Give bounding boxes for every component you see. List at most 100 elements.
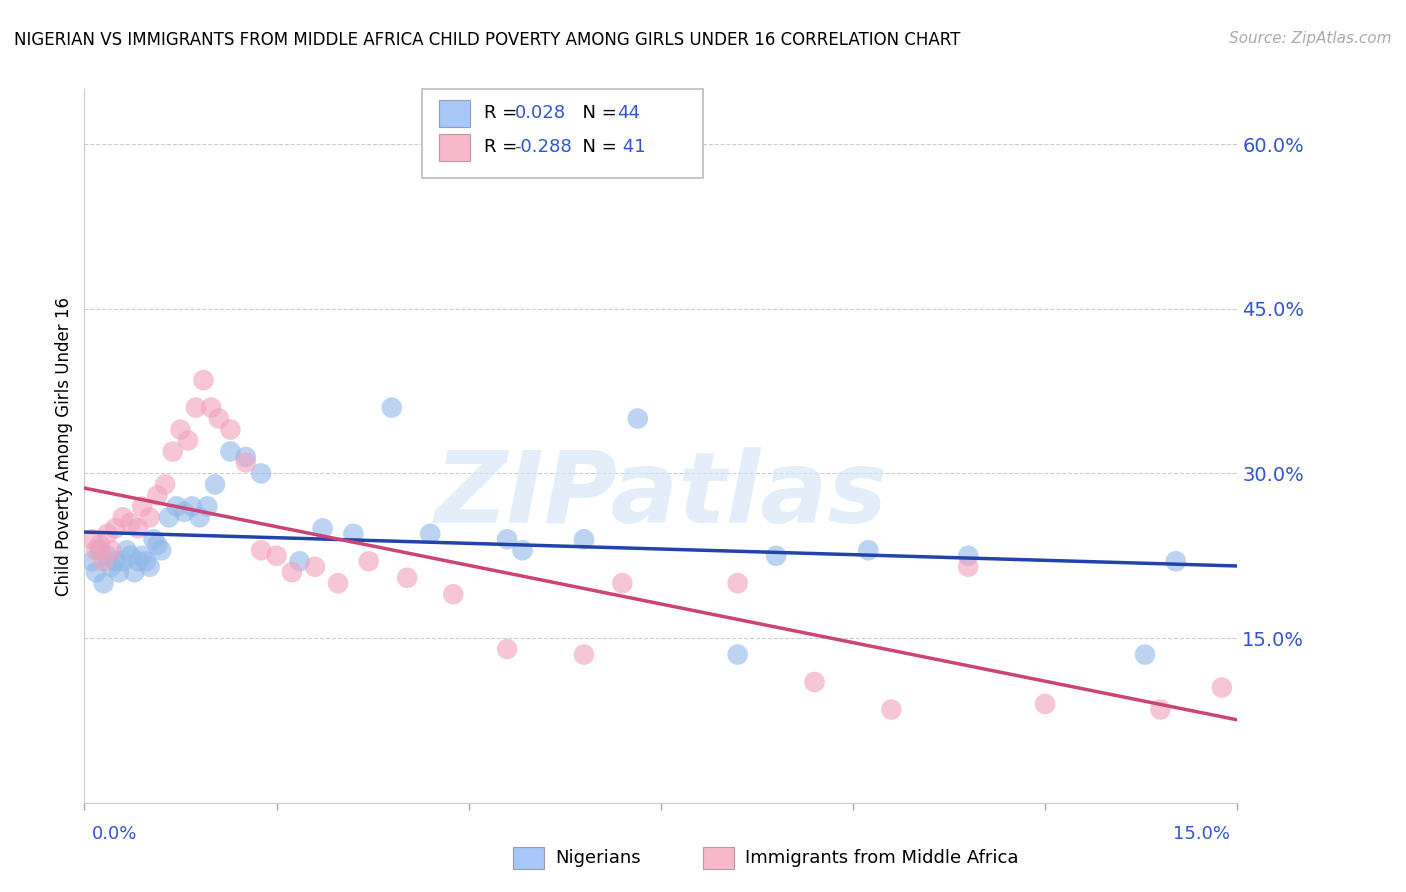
- Point: [100, 543, 122, 558]
- Point: [627, 411, 650, 425]
- Point: [146, 538, 169, 552]
- Text: 0.0%: 0.0%: [91, 825, 136, 843]
- Point: [89, 543, 111, 558]
- Point: [1033, 697, 1056, 711]
- Point: [131, 500, 153, 514]
- Text: NIGERIAN VS IMMIGRANTS FROM MIDDLE AFRICA CHILD POVERTY AMONG GIRLS UNDER 16 COR: NIGERIAN VS IMMIGRANTS FROM MIDDLE AFRIC…: [14, 31, 960, 49]
- Point: [84, 543, 107, 558]
- Point: [84, 566, 107, 580]
- Point: [93, 576, 115, 591]
- Text: N =: N =: [571, 104, 623, 122]
- Point: [1164, 554, 1187, 568]
- Point: [727, 648, 749, 662]
- Point: [157, 510, 180, 524]
- Text: Source: ZipAtlas.com: Source: ZipAtlas.com: [1229, 31, 1392, 46]
- Point: [496, 642, 519, 657]
- Y-axis label: Child Poverty Among Girls Under 16: Child Poverty Among Girls Under 16: [55, 296, 73, 596]
- Point: [120, 549, 142, 563]
- Point: [135, 554, 157, 568]
- Point: [512, 543, 534, 558]
- Point: [250, 543, 273, 558]
- Point: [124, 566, 146, 580]
- Text: Immigrants from Middle Africa: Immigrants from Middle Africa: [745, 849, 1019, 867]
- Point: [111, 554, 134, 568]
- Point: [727, 576, 749, 591]
- Point: [957, 549, 980, 563]
- Point: [419, 526, 441, 541]
- Point: [311, 521, 333, 535]
- Point: [181, 500, 204, 514]
- Point: [381, 401, 404, 415]
- Text: 41: 41: [617, 138, 645, 156]
- Point: [127, 521, 149, 535]
- Point: [153, 477, 176, 491]
- Point: [765, 549, 787, 563]
- Point: [188, 510, 211, 524]
- Point: [572, 648, 595, 662]
- Point: [288, 554, 311, 568]
- Point: [169, 423, 191, 437]
- Point: [357, 554, 380, 568]
- Point: [115, 543, 138, 558]
- Point: [304, 559, 326, 574]
- Point: [858, 543, 880, 558]
- Point: [111, 510, 134, 524]
- Point: [572, 533, 595, 547]
- Text: -0.288: -0.288: [515, 138, 572, 156]
- Point: [441, 587, 464, 601]
- Point: [880, 702, 903, 716]
- Text: ZIPatlas: ZIPatlas: [434, 448, 887, 544]
- Point: [166, 500, 188, 514]
- Point: [496, 533, 519, 547]
- Point: [235, 450, 257, 464]
- Text: R =: R =: [484, 138, 523, 156]
- Point: [131, 549, 153, 563]
- Text: Nigerians: Nigerians: [555, 849, 641, 867]
- Point: [219, 444, 242, 458]
- Point: [1149, 702, 1171, 716]
- Point: [162, 444, 184, 458]
- Point: [219, 423, 242, 437]
- Point: [803, 675, 825, 690]
- Point: [173, 505, 195, 519]
- Point: [150, 543, 173, 558]
- Point: [177, 434, 200, 448]
- Point: [1133, 648, 1156, 662]
- Point: [146, 488, 169, 502]
- Point: [326, 576, 349, 591]
- Point: [100, 559, 122, 574]
- Point: [80, 533, 103, 547]
- Point: [89, 538, 111, 552]
- Point: [96, 549, 118, 563]
- Point: [396, 571, 419, 585]
- Point: [193, 373, 215, 387]
- Point: [104, 521, 127, 535]
- Text: R =: R =: [484, 104, 523, 122]
- Text: 15.0%: 15.0%: [1173, 825, 1230, 843]
- Point: [281, 566, 304, 580]
- Point: [108, 566, 131, 580]
- Point: [612, 576, 634, 591]
- Point: [957, 559, 980, 574]
- Point: [266, 549, 288, 563]
- Point: [1211, 681, 1233, 695]
- Point: [104, 554, 127, 568]
- Point: [127, 554, 149, 568]
- Point: [208, 411, 231, 425]
- Point: [142, 533, 165, 547]
- Point: [195, 500, 218, 514]
- Point: [138, 510, 160, 524]
- Point: [120, 516, 142, 530]
- Point: [96, 526, 118, 541]
- Point: [200, 401, 222, 415]
- Point: [250, 467, 273, 481]
- Point: [138, 559, 160, 574]
- Point: [342, 526, 364, 541]
- Point: [184, 401, 207, 415]
- Point: [235, 455, 257, 469]
- Text: N =: N =: [571, 138, 623, 156]
- Text: 44: 44: [617, 104, 640, 122]
- Text: 0.028: 0.028: [515, 104, 565, 122]
- Point: [80, 554, 103, 568]
- Point: [93, 554, 115, 568]
